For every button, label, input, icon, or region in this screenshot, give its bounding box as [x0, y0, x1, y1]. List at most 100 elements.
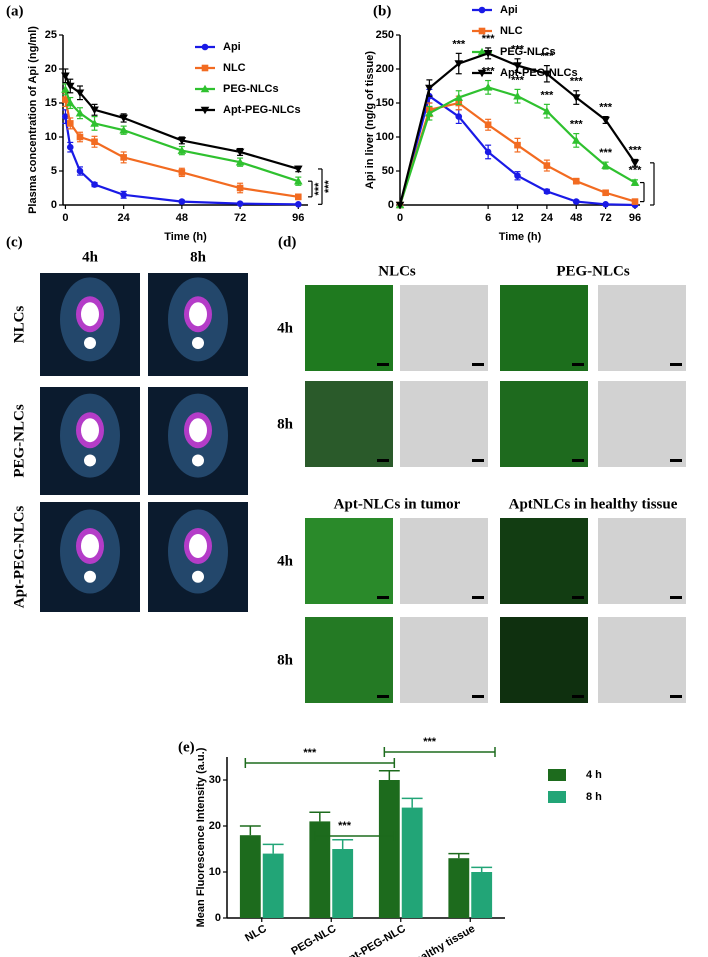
bar	[262, 853, 284, 918]
significance: ***	[570, 119, 584, 131]
x-tick-label: 96	[629, 212, 641, 224]
scale-bar	[377, 695, 389, 698]
y-tick-label: 5	[51, 165, 57, 177]
x-tick-label: 24	[541, 212, 554, 224]
image-hotspot	[84, 454, 96, 467]
scale-bar	[670, 596, 682, 599]
bar	[239, 835, 261, 918]
scale-bar	[572, 459, 584, 462]
x-axis-title: Time (h)	[499, 231, 542, 243]
marker	[66, 120, 74, 127]
image	[305, 381, 393, 467]
x-tick-label: 48	[570, 212, 582, 224]
marker	[514, 141, 521, 149]
significance: ***	[313, 182, 325, 196]
marker	[178, 169, 186, 176]
marker	[200, 84, 210, 93]
y-tick-label: 20	[45, 63, 57, 75]
x-tick-label: 96	[292, 212, 304, 224]
image	[400, 381, 488, 467]
image-hotspot	[81, 302, 99, 327]
marker	[201, 64, 209, 72]
y-axis-title: Plasma concentration of Api (ng/ml)	[27, 26, 39, 214]
marker	[542, 70, 552, 79]
image	[500, 518, 588, 604]
marker	[602, 189, 609, 197]
legend-label: PEG-NLCs	[500, 46, 556, 58]
legend-label: Apt-PEG-NLCs	[500, 67, 578, 79]
significance: ***	[540, 89, 554, 101]
image	[500, 381, 588, 467]
significance: ***	[338, 820, 352, 832]
marker	[478, 27, 486, 35]
significance: ***	[482, 65, 496, 77]
marker	[293, 176, 303, 185]
image-hotspot	[84, 337, 96, 350]
marker	[630, 178, 640, 186]
image-hotspot	[189, 534, 207, 558]
marker	[294, 193, 302, 201]
y-tick-label: 100	[376, 131, 394, 143]
scale-bar	[572, 695, 584, 698]
bar	[448, 858, 470, 918]
panel-label: (a)	[6, 3, 24, 19]
marker	[483, 83, 493, 91]
scale-bar	[377, 363, 389, 366]
scale-bar	[572, 363, 584, 366]
marker	[484, 121, 492, 129]
row-label: 4h	[277, 320, 294, 336]
significance: ***	[423, 736, 437, 748]
marker	[119, 125, 128, 134]
significance: ***	[629, 165, 643, 177]
column-label: NLCs	[378, 263, 416, 279]
column-label: 8h	[190, 249, 207, 265]
scale-bar	[472, 363, 484, 366]
column-label: AptNLCs in healthy tissue	[509, 496, 678, 512]
marker	[65, 98, 75, 107]
marker	[90, 119, 99, 127]
marker	[91, 138, 98, 146]
image	[500, 285, 588, 371]
significance: ***	[629, 144, 643, 156]
marker	[62, 113, 69, 120]
x-tick-label: 72	[234, 212, 246, 224]
significance: ***	[599, 102, 613, 114]
significance: ***	[452, 38, 466, 50]
column-label: PEG-NLCs	[556, 263, 630, 279]
y-axis-title: Api in liver (ng/g of tissue)	[364, 51, 376, 189]
image-hotspot	[192, 570, 204, 583]
row-label: Apt-PEG-NLCs	[11, 506, 27, 609]
panel-label: (d)	[278, 234, 296, 250]
marker	[75, 108, 85, 117]
image	[598, 285, 686, 371]
y-tick-label: 50	[382, 165, 394, 177]
significance: ***	[511, 44, 525, 56]
y-tick-label: 25	[45, 29, 57, 41]
column-label: Apt-NLCs in tumor	[334, 496, 461, 512]
x-tick-label: 0	[62, 212, 68, 224]
row-label: 4h	[277, 553, 294, 569]
marker	[177, 146, 187, 154]
marker	[177, 137, 187, 145]
marker	[484, 148, 492, 156]
marker	[571, 94, 581, 102]
marker	[62, 96, 69, 103]
scale-bar	[572, 596, 584, 599]
marker	[631, 198, 639, 205]
x-tick-label: Healthy tissue	[407, 923, 478, 957]
column-label: 4h	[82, 249, 99, 265]
bar	[378, 780, 400, 918]
panel-label: (b)	[373, 3, 391, 19]
significance: ***	[599, 147, 613, 159]
marker	[293, 165, 303, 174]
image	[305, 518, 393, 604]
image	[400, 518, 488, 604]
marker	[630, 159, 640, 168]
marker	[425, 108, 434, 117]
marker	[75, 89, 85, 98]
image-hotspot	[189, 418, 207, 443]
significance: ***	[540, 51, 554, 63]
marker	[454, 93, 464, 101]
image-hotspot	[81, 534, 99, 558]
